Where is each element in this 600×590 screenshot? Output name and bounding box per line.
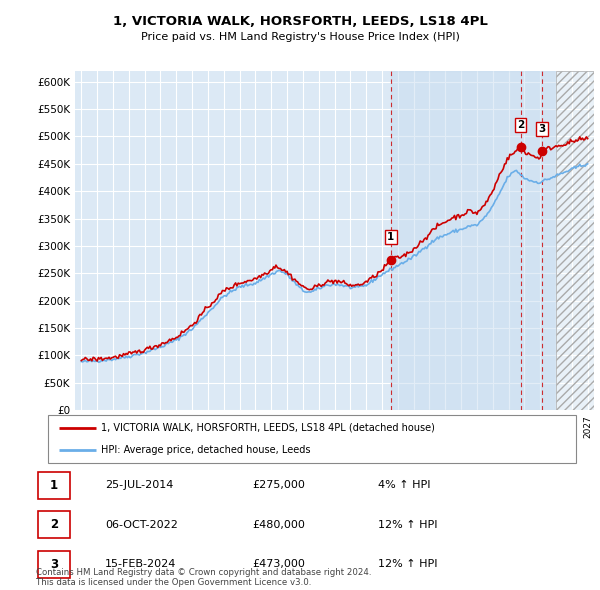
Text: £275,000: £275,000 [252,480,305,490]
Text: £480,000: £480,000 [252,520,305,530]
Text: Price paid vs. HM Land Registry's House Price Index (HPI): Price paid vs. HM Land Registry's House … [140,32,460,42]
Text: Contains HM Land Registry data © Crown copyright and database right 2024.: Contains HM Land Registry data © Crown c… [36,568,371,576]
Text: 2: 2 [50,518,58,532]
Bar [38,550,70,578]
Text: £473,000: £473,000 [252,559,305,569]
Text: 12% ↑ HPI: 12% ↑ HPI [378,520,437,530]
Bar [391,71,556,410]
Text: 3: 3 [538,124,546,134]
Text: 1: 1 [50,478,58,492]
Text: 2: 2 [517,120,524,130]
Text: 25-JUL-2014: 25-JUL-2014 [105,480,173,490]
Bar [38,471,70,499]
Text: 15-FEB-2024: 15-FEB-2024 [105,559,176,569]
Text: 3: 3 [50,558,58,571]
Bar [556,71,594,410]
Text: 12% ↑ HPI: 12% ↑ HPI [378,559,437,569]
Text: HPI: Average price, detached house, Leeds: HPI: Average price, detached house, Leed… [101,445,310,455]
Text: 4% ↑ HPI: 4% ↑ HPI [378,480,431,490]
Text: 1, VICTORIA WALK, HORSFORTH, LEEDS, LS18 4PL: 1, VICTORIA WALK, HORSFORTH, LEEDS, LS18… [113,15,487,28]
Text: 1, VICTORIA WALK, HORSFORTH, LEEDS, LS18 4PL (detached house): 1, VICTORIA WALK, HORSFORTH, LEEDS, LS18… [101,423,434,433]
Text: This data is licensed under the Open Government Licence v3.0.: This data is licensed under the Open Gov… [36,578,311,587]
Bar [556,71,594,410]
Text: 06-OCT-2022: 06-OCT-2022 [105,520,178,530]
Bar [38,511,70,539]
Text: 1: 1 [387,232,394,242]
